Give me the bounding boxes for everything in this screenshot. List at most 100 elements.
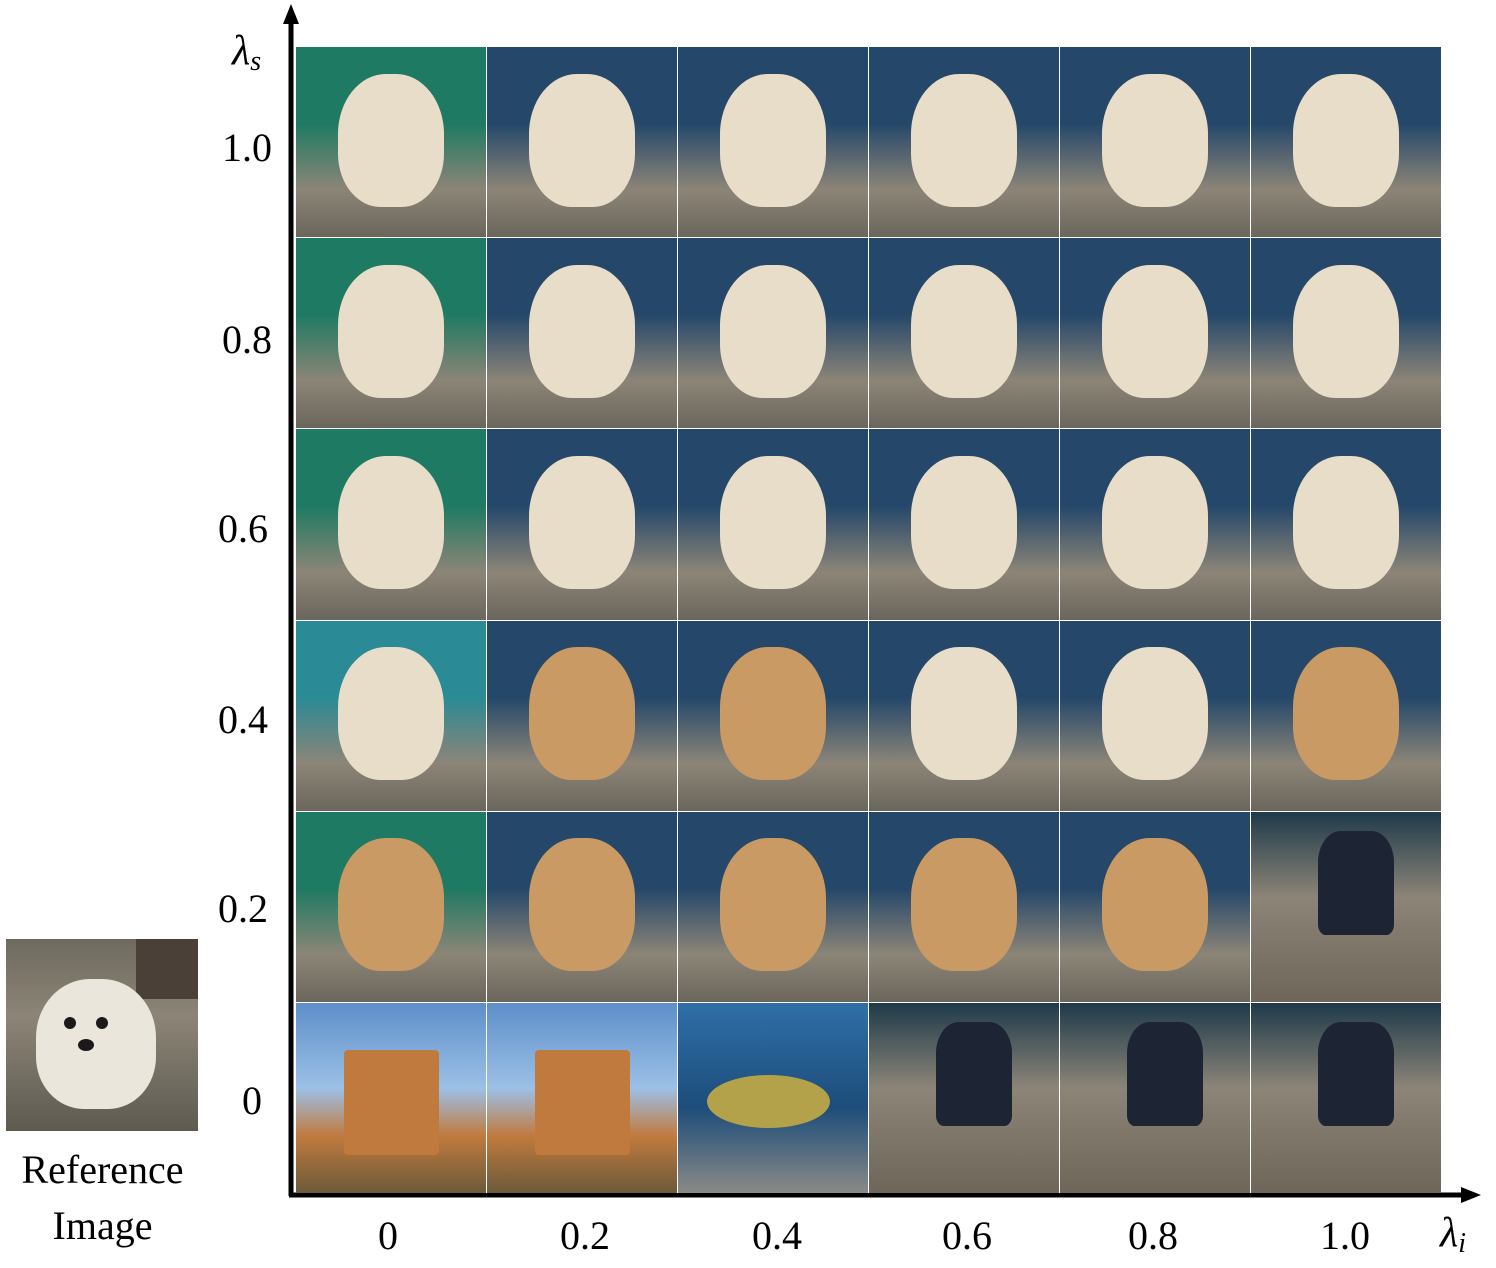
x-axis-symbol: λi <box>1440 1212 1466 1258</box>
dog-figure <box>910 264 1018 398</box>
x-axis-symbol-subscript: i <box>1458 1228 1466 1259</box>
reference-dog <box>36 979 156 1109</box>
dog-figure <box>1101 455 1209 590</box>
dog-figure <box>1292 264 1400 398</box>
grid-image-dog <box>296 238 486 429</box>
person-figure <box>935 1021 1012 1127</box>
fish-figure <box>706 1075 830 1129</box>
grid-image-dog <box>678 47 868 238</box>
grid-image-dog <box>869 620 1059 811</box>
grid-image-person <box>869 1002 1059 1193</box>
dog-figure <box>1292 455 1400 590</box>
y-axis-symbol: λs <box>232 30 261 76</box>
dog-figure <box>337 264 445 398</box>
x-tick-label: 0 <box>378 1213 398 1258</box>
grid-image-dog <box>296 811 486 1002</box>
grid-image-ruin <box>487 1002 677 1193</box>
dog-figure <box>719 455 827 590</box>
dog-figure <box>337 455 445 590</box>
reference-image <box>6 939 198 1131</box>
reference-dog-eye <box>64 1017 76 1029</box>
grid-image-dog <box>487 429 677 620</box>
y-tick-label: 1.0 <box>222 125 272 170</box>
y-tick-label: 0.6 <box>218 506 268 551</box>
y-axis-symbol-letter: λ <box>232 28 251 74</box>
x-tick-label: 1.0 <box>1320 1213 1370 1258</box>
x-tick-label: 0.8 <box>1128 1213 1178 1258</box>
grid-image-dog <box>296 429 486 620</box>
grid-image-dog <box>869 238 1059 429</box>
grid-image-fish <box>678 1002 868 1193</box>
grid-image-dog <box>296 620 486 811</box>
grid-image-dog <box>1251 47 1441 238</box>
grid-image-dog <box>1060 47 1250 238</box>
x-axis-symbol-letter: λ <box>1440 1210 1459 1256</box>
dog-figure <box>1292 647 1400 781</box>
dog-figure <box>719 264 827 398</box>
dog-figure <box>719 647 827 781</box>
y-axis-arrowhead <box>283 4 299 24</box>
dog-figure <box>1101 647 1209 781</box>
grid-image-person <box>1060 1002 1250 1193</box>
y-tick-label: 0.8 <box>222 317 272 362</box>
y-tick-label: 0.2 <box>218 886 268 931</box>
grid-image-dog <box>1060 620 1250 811</box>
ruin-figure <box>534 1050 630 1155</box>
dog-figure <box>719 838 827 972</box>
grid-image-dog <box>1060 238 1250 429</box>
reference-dog-nose <box>78 1039 94 1051</box>
ruin-figure <box>343 1050 439 1155</box>
grid-image-dog <box>1251 620 1441 811</box>
grid-image-ruin <box>296 1002 486 1193</box>
grid-image-dog <box>1060 429 1250 620</box>
reference-caption-line2: Image <box>52 1203 153 1248</box>
x-tick-label: 0.6 <box>942 1213 992 1258</box>
y-tick-label: 0 <box>242 1078 262 1123</box>
person-figure <box>1317 830 1394 936</box>
grid-image-dog <box>1251 429 1441 620</box>
reference-caption-line1: Reference <box>21 1147 184 1192</box>
dog-figure <box>910 73 1018 207</box>
y-tick-label: 0.4 <box>218 697 268 742</box>
dog-figure <box>1292 73 1400 207</box>
reference-legs <box>136 939 198 999</box>
dog-figure <box>528 838 636 972</box>
x-tick-label: 0.2 <box>560 1213 610 1258</box>
grid-image-person <box>1251 1002 1441 1193</box>
grid-image-dog <box>869 47 1059 238</box>
grid-image-dog <box>1251 238 1441 429</box>
image-grid <box>296 47 1441 1193</box>
grid-image-dog <box>296 47 486 238</box>
dog-figure <box>1101 838 1209 972</box>
x-tick-label: 0.4 <box>752 1213 802 1258</box>
y-axis-symbol-subscript: s <box>250 46 262 77</box>
grid-image-dog <box>869 429 1059 620</box>
grid-image-dog <box>1060 811 1250 1002</box>
dog-figure <box>528 264 636 398</box>
dog-figure <box>337 73 445 207</box>
dog-figure <box>910 647 1018 781</box>
reference-dog-eye <box>96 1017 108 1029</box>
grid-image-person <box>1251 811 1441 1002</box>
dog-figure <box>719 73 827 207</box>
grid-image-dog <box>678 429 868 620</box>
grid-image-dog <box>678 620 868 811</box>
dog-figure <box>528 455 636 590</box>
dog-figure <box>528 647 636 781</box>
dog-figure <box>1101 73 1209 207</box>
grid-image-dog <box>487 620 677 811</box>
person-figure <box>1126 1021 1203 1127</box>
person-figure <box>1317 1021 1394 1127</box>
dog-figure <box>337 838 445 972</box>
dog-figure <box>528 73 636 207</box>
grid-image-dog <box>678 811 868 1002</box>
grid-image-dog <box>487 47 677 238</box>
grid-image-dog <box>869 811 1059 1002</box>
dog-figure <box>910 838 1018 972</box>
dog-figure <box>1101 264 1209 398</box>
grid-image-dog <box>487 238 677 429</box>
x-axis-arrowhead <box>1461 1187 1481 1203</box>
dog-figure <box>910 455 1018 590</box>
grid-image-dog <box>678 238 868 429</box>
